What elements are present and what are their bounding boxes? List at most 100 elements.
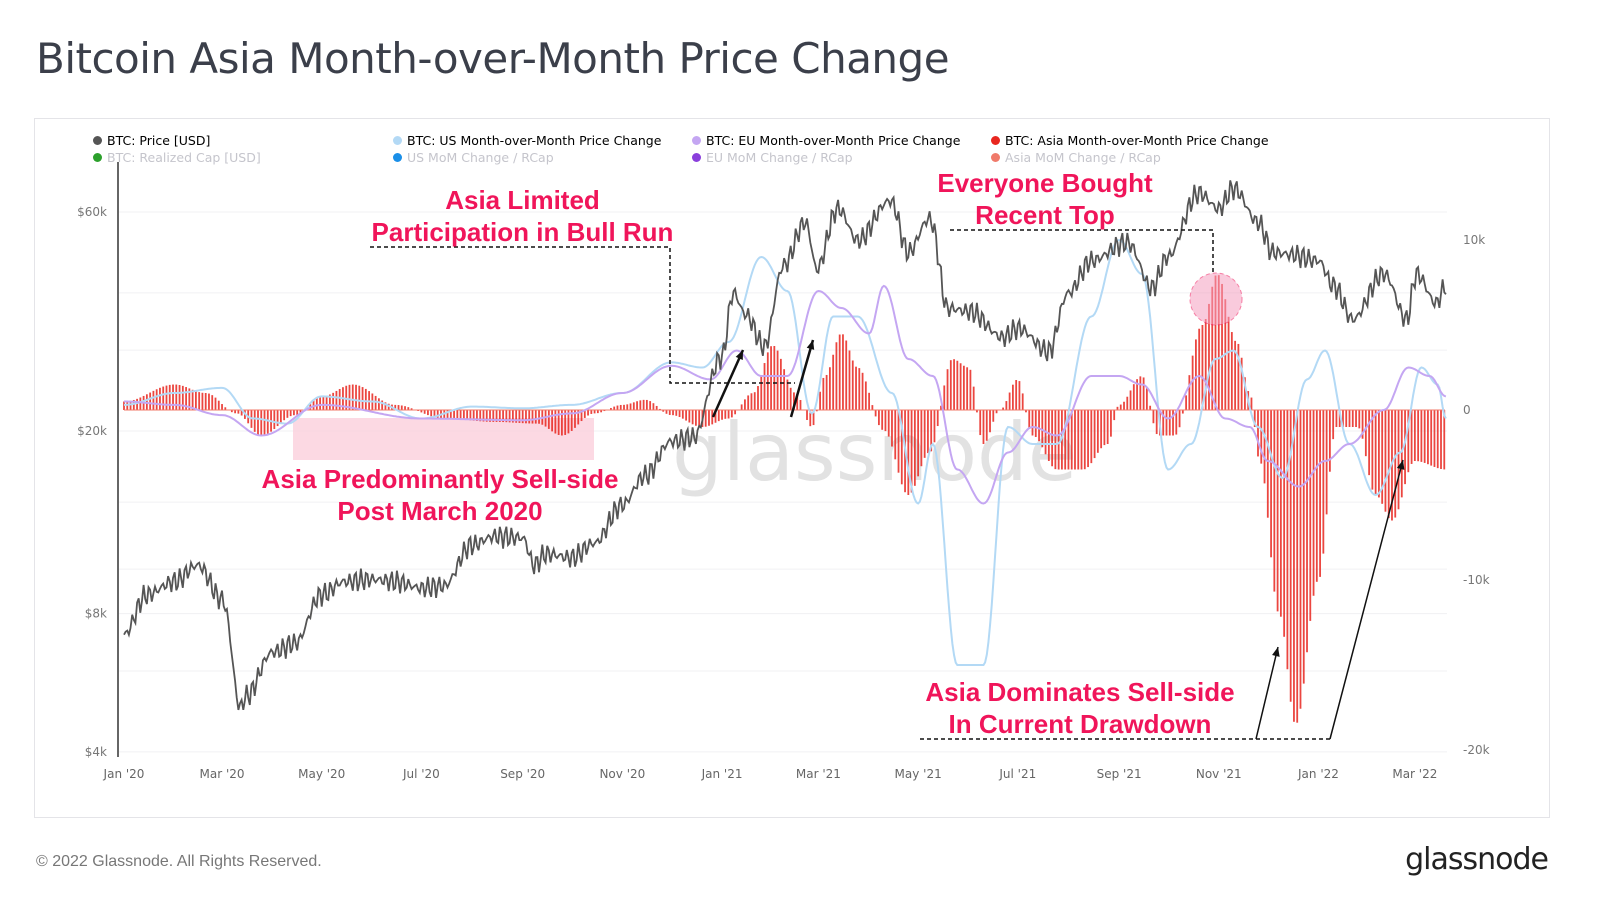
asia-bar	[822, 377, 825, 410]
asia-bar	[1302, 410, 1305, 684]
legend-dot	[692, 153, 701, 162]
chart-panel: BTC: Price [USD] BTC: US Month-over-Mont…	[34, 118, 1550, 818]
asia-bar	[551, 410, 554, 432]
asia-bar	[956, 360, 959, 410]
legend-dot	[393, 136, 402, 145]
asia-bar	[570, 410, 573, 431]
asia-bar	[894, 410, 897, 460]
x-tick-label: Nov '20	[599, 767, 645, 781]
asia-bar	[155, 389, 158, 410]
asia-bar	[1077, 410, 1080, 470]
asia-bar	[874, 410, 877, 417]
asia-bar	[1214, 275, 1217, 410]
asia-bar	[855, 366, 857, 410]
asia-bar	[1211, 286, 1214, 410]
x-tick-label: Mar '21	[796, 767, 841, 781]
asia-bar	[430, 410, 433, 417]
asia-bar	[348, 384, 351, 410]
asia-bar	[315, 397, 318, 410]
asia-bar	[214, 397, 217, 410]
asia-bar	[1031, 410, 1034, 436]
asia-bar	[920, 410, 923, 467]
asia-bar	[1417, 410, 1420, 462]
asia-bar	[466, 410, 469, 420]
asia-bar	[681, 410, 684, 419]
legend-item-price[interactable]: BTC: Price [USD]	[93, 133, 210, 148]
asia-bar	[436, 410, 439, 418]
legend-item-asia-rcap[interactable]: Asia MoM Change / RCap	[991, 150, 1161, 165]
asia-bar	[1335, 410, 1338, 427]
asia-bar	[168, 384, 171, 410]
asia-bar	[521, 410, 524, 424]
asia-bar	[1387, 410, 1390, 519]
asia-bar	[433, 410, 436, 418]
asia-bar	[1208, 303, 1210, 410]
asia-bar	[397, 405, 400, 410]
asia-bar	[1332, 410, 1335, 440]
asia-bar	[557, 410, 560, 435]
asia-bar	[492, 410, 495, 422]
asia-bar	[691, 410, 694, 425]
asia-bar	[838, 334, 841, 410]
asia-bar	[770, 346, 772, 410]
legend-item-eu-rcap[interactable]: EU MoM Change / RCap	[692, 150, 853, 165]
asia-bar	[1306, 410, 1308, 653]
asia-bar	[191, 389, 194, 410]
asia-bar	[936, 410, 939, 427]
annotation-text: Asia Dominates Sell-side In Current Draw…	[925, 677, 1235, 739]
asia-bar	[744, 399, 746, 410]
arrow-drawdown-1-head	[1272, 647, 1280, 657]
asia-bar	[515, 410, 518, 423]
legend-label: BTC: Asia Month-over-Month Price Change	[1005, 133, 1269, 148]
asia-bar	[868, 392, 871, 410]
asia-bar	[1025, 410, 1027, 413]
asia-bar	[276, 410, 279, 427]
legend-item-us-rcap[interactable]: US MoM Change / RCap	[393, 150, 554, 165]
asia-bar	[1123, 401, 1125, 410]
asia-bar	[511, 410, 514, 423]
asia-bar	[616, 405, 619, 410]
asia-bar	[848, 350, 851, 410]
asia-bar	[789, 387, 792, 410]
asia-bar	[672, 410, 674, 416]
asia-bar	[1113, 410, 1116, 421]
asia-bar	[632, 402, 635, 410]
asia-bar	[1002, 407, 1004, 410]
asia-bar	[1250, 397, 1253, 410]
asia-bar	[266, 410, 269, 434]
asia-bar	[596, 410, 599, 414]
asia-bar	[724, 410, 727, 419]
asia-bar	[1407, 410, 1410, 473]
asia-bar	[1204, 319, 1207, 410]
asia-bar	[332, 392, 335, 410]
legend-item-eu[interactable]: BTC: EU Month-over-Month Price Change	[692, 133, 960, 148]
asia-bar	[979, 410, 982, 436]
asia-bar	[1328, 410, 1331, 472]
legend-item-us[interactable]: BTC: US Month-over-Month Price Change	[393, 133, 661, 148]
asia-bar	[185, 387, 187, 410]
asia-bar	[328, 394, 331, 410]
asia-bar	[420, 410, 423, 413]
asia-bar	[685, 410, 687, 421]
legend-dot	[93, 153, 102, 162]
asia-bar	[688, 410, 691, 423]
arrow-drawdown-2	[1329, 459, 1404, 740]
asia-bar	[1361, 410, 1364, 439]
asia-bar	[263, 410, 266, 436]
asia-bar	[603, 410, 606, 412]
asia-bar	[1083, 410, 1086, 470]
asia-bar	[427, 410, 429, 416]
asia-bar	[636, 401, 638, 410]
legend-label: BTC: US Month-over-Month Price Change	[407, 133, 662, 148]
asia-bar	[623, 404, 625, 410]
asia-bar	[1371, 410, 1374, 490]
asia-bar	[985, 410, 988, 441]
asia-bar	[319, 396, 321, 410]
legend-item-asia[interactable]: BTC: Asia Month-over-Month Price Change	[991, 133, 1269, 148]
asia-bar	[1276, 410, 1279, 612]
legend-item-realized-cap[interactable]: BTC: Realized Cap [USD]	[93, 150, 261, 165]
asia-bar	[933, 410, 936, 443]
annotation-text: Everyone Bought Recent Top	[937, 168, 1153, 230]
asia-bar	[283, 410, 286, 421]
asia-bar	[698, 410, 701, 427]
